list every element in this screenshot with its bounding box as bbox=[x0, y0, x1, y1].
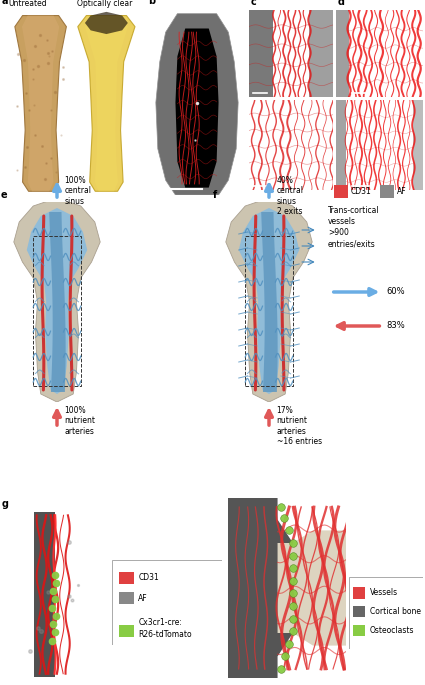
Text: 100%
central
sinus: 100% central sinus bbox=[65, 176, 91, 206]
Bar bbox=[249, 10, 272, 97]
Text: Osteoclasts: Osteoclasts bbox=[370, 626, 414, 635]
Text: AF: AF bbox=[397, 186, 407, 195]
Bar bbox=[34, 512, 54, 677]
Text: Trans-cortical
vessels
>900
entries/exits: Trans-cortical vessels >900 entries/exit… bbox=[328, 206, 380, 248]
Polygon shape bbox=[228, 498, 293, 678]
Text: 83%: 83% bbox=[386, 321, 405, 330]
Text: Cortical bone: Cortical bone bbox=[370, 607, 421, 616]
Polygon shape bbox=[14, 198, 100, 402]
Bar bbox=[336, 10, 349, 97]
Bar bbox=[336, 100, 346, 190]
Bar bbox=[245, 236, 293, 386]
Text: e: e bbox=[1, 190, 8, 200]
Text: a: a bbox=[2, 0, 8, 6]
Bar bbox=[354, 625, 365, 636]
Text: b: b bbox=[148, 0, 155, 6]
Text: 17%
nutrient
arteries
~16 entries: 17% nutrient arteries ~16 entries bbox=[277, 406, 322, 446]
Polygon shape bbox=[27, 208, 87, 394]
Text: 60%: 60% bbox=[386, 288, 405, 297]
Bar bbox=[119, 572, 134, 584]
Polygon shape bbox=[278, 530, 346, 645]
Polygon shape bbox=[261, 212, 278, 392]
Text: Vessels: Vessels bbox=[370, 588, 398, 597]
Polygon shape bbox=[49, 212, 65, 392]
Text: CD31: CD31 bbox=[351, 186, 371, 195]
Text: 100%
nutrient
arteries: 100% nutrient arteries bbox=[65, 406, 96, 436]
Text: 40%
central
sinus
2 exits: 40% central sinus 2 exits bbox=[277, 176, 303, 216]
Polygon shape bbox=[226, 198, 312, 402]
Bar bbox=[354, 606, 365, 617]
Polygon shape bbox=[15, 16, 66, 191]
Polygon shape bbox=[22, 16, 59, 191]
Polygon shape bbox=[85, 12, 128, 34]
Text: Cx3cr1-cre:: Cx3cr1-cre: bbox=[139, 619, 182, 627]
Text: Untreated: Untreated bbox=[8, 0, 47, 8]
Polygon shape bbox=[85, 16, 128, 191]
Text: d: d bbox=[338, 0, 345, 7]
Text: g: g bbox=[2, 499, 9, 509]
Bar bbox=[354, 587, 365, 599]
Bar bbox=[309, 10, 333, 97]
Text: Optically clear: Optically clear bbox=[77, 0, 133, 8]
Text: R26-tdTomato: R26-tdTomato bbox=[139, 630, 192, 639]
Text: AF: AF bbox=[139, 594, 148, 603]
Bar bbox=[119, 625, 134, 636]
Polygon shape bbox=[176, 29, 218, 188]
Bar bbox=[119, 593, 134, 604]
Bar bbox=[413, 100, 423, 190]
Bar bbox=[380, 185, 394, 198]
Polygon shape bbox=[78, 16, 135, 191]
Bar bbox=[33, 236, 81, 386]
Polygon shape bbox=[239, 208, 299, 394]
Text: CD31: CD31 bbox=[139, 573, 159, 582]
Text: c: c bbox=[251, 0, 256, 7]
Polygon shape bbox=[156, 14, 238, 195]
Bar bbox=[334, 185, 348, 198]
Text: f: f bbox=[213, 190, 217, 200]
